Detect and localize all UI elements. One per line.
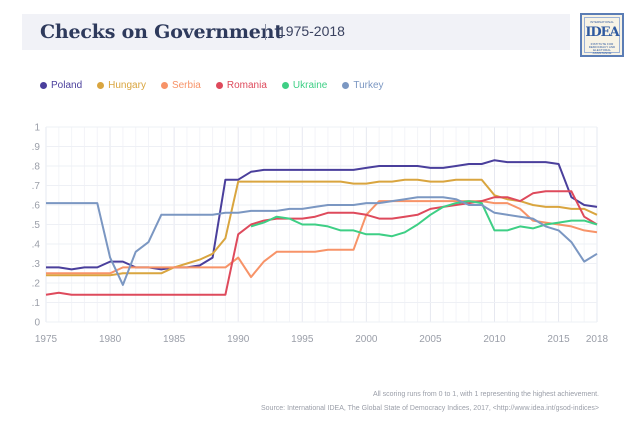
legend-label: Poland (51, 80, 83, 91)
legend-dot-icon (215, 82, 223, 89)
y-tick-label: 0 (34, 318, 40, 329)
legend-label: Turkey (353, 80, 384, 91)
x-tick-label: 1975 (35, 334, 58, 345)
x-axis-ticks: 1975 1980 1985 1990 1995 2000 2005 2010 2015 2018 (35, 334, 609, 345)
logo-line: ASSISTANCE (592, 51, 612, 55)
legend-label: Romania (226, 80, 267, 91)
legend-item-hungary[interactable]: Hungary (97, 80, 146, 91)
x-tick-label: 2005 (419, 334, 442, 345)
idea-logo: INTERNATIONAL IDEA INSTITUTE FOR DEMOCRA… (580, 13, 624, 57)
x-tick-label: 2010 (483, 334, 506, 345)
legend-dot-icon (97, 82, 105, 89)
series-lines (45, 159, 598, 296)
logo-top-text: INTERNATIONAL (590, 20, 614, 24)
legend-label: Hungary (108, 80, 146, 91)
y-tick-label: .5 (32, 220, 41, 231)
source-note: Source: International IDEA, The Global S… (261, 405, 599, 412)
x-tick-label: 1980 (99, 334, 122, 345)
legend-item-poland[interactable]: Poland (40, 80, 82, 91)
legend-dot-icon (281, 82, 289, 89)
y-tick-label: .8 (32, 162, 41, 173)
legend-label: Ukraine (292, 80, 328, 91)
legend-dot-icon (40, 82, 47, 89)
y-tick-label: .7 (32, 181, 41, 192)
legend-dot-icon (342, 82, 350, 89)
legend-item-romania[interactable]: Romania (215, 80, 267, 91)
series-line-ukraine (250, 200, 598, 238)
y-tick-label: .6 (32, 201, 41, 212)
legend-item-serbia[interactable]: Serbia (160, 80, 201, 91)
x-tick-label: 2015 (547, 334, 570, 345)
y-tick-label: .4 (32, 240, 41, 251)
y-tick-label: .9 (32, 142, 41, 153)
logo-line: ELECTORAL (593, 48, 611, 52)
logo-frame (584, 17, 620, 53)
page-subtitle: 1975-2018 (278, 23, 345, 39)
y-tick-label: .2 (32, 279, 41, 290)
x-tick-label: 1995 (291, 334, 314, 345)
scoring-note: All scoring runs from 0 to 1, with 1 rep… (372, 391, 599, 398)
logo-line: INSTITUTE FOR (590, 42, 614, 46)
series-line-turkey (46, 196, 598, 286)
legend-item-ukraine[interactable]: Ukraine (281, 80, 328, 91)
page-title: Checks on Government (40, 21, 283, 43)
series-line-hungary (46, 178, 598, 277)
logo-line: DEMOCRACY AND (588, 45, 616, 49)
x-tick-label: 1985 (163, 334, 186, 345)
series-line-serbia (46, 200, 598, 279)
legend-item-turkey[interactable]: Turkey (342, 80, 384, 91)
x-tick-label: 2000 (355, 334, 378, 345)
title-divider (265, 24, 266, 40)
x-tick-label: 1990 (227, 334, 250, 345)
chart-legend: Poland Hungary Serbia Romania Ukraine Turkey (40, 80, 384, 91)
chart-header: Checks on Government 1975-2018 (22, 14, 570, 50)
logo-main-text: IDEA (585, 25, 619, 40)
y-tick-label: .3 (32, 259, 41, 270)
series-line-romania (45, 190, 598, 296)
y-tick-label: 1 (34, 123, 40, 134)
legend-label: Serbia (171, 80, 201, 91)
x-tick-label: 2018 (586, 334, 609, 345)
legend-dot-icon (160, 82, 168, 89)
y-axis-ticks: 0 .1 .2 .3 .4 .5 .6 .7 .8 .9 1 (32, 123, 41, 329)
y-tick-label: .1 (32, 298, 41, 309)
